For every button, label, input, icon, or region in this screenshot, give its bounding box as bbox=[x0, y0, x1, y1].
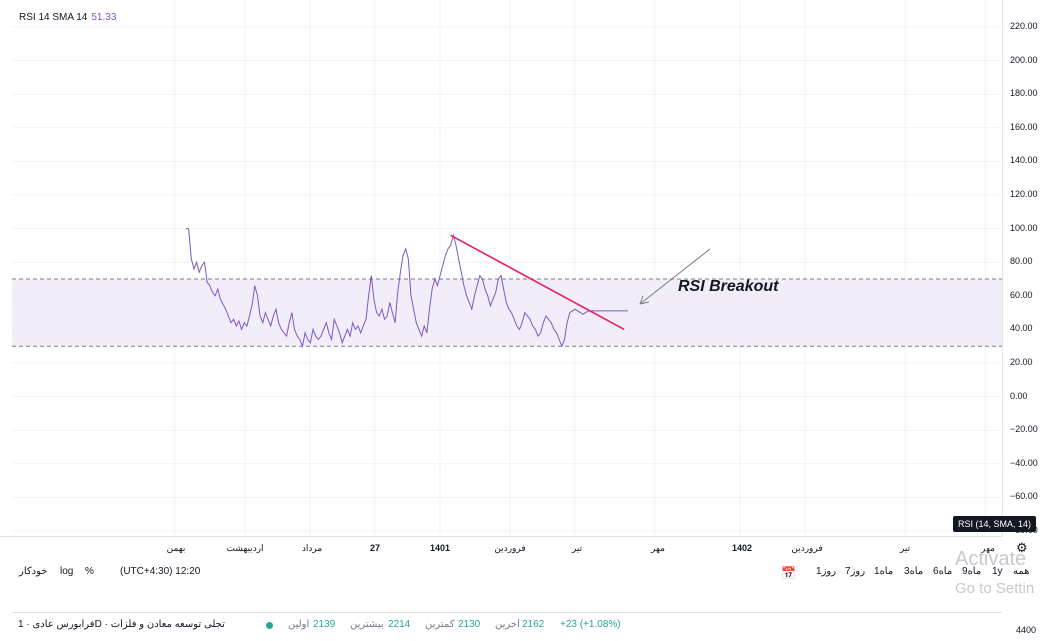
range-9m[interactable]: 9ماه bbox=[962, 566, 982, 577]
price-axis[interactable]: 220.00 200.00 180.00 160.00 140.00 120.00 100.… bbox=[1002, 0, 1051, 536]
low-label: کمترین bbox=[425, 619, 455, 630]
price-tick-label: 180.00 bbox=[1010, 88, 1038, 99]
time-axis[interactable]: بهمن اردیبهشت مرداد 27 1401 فروردین تیر مهر 1402… bbox=[0, 536, 1003, 559]
change-value: +23 (+1.08%) bbox=[560, 619, 621, 630]
annotation-label: RSI Breakout bbox=[678, 278, 779, 295]
legend-value: 51.33 bbox=[91, 12, 117, 23]
range-6m[interactable]: 6ماه bbox=[933, 566, 953, 577]
time-tick-label: فروردین bbox=[791, 543, 823, 553]
divider bbox=[12, 612, 1002, 613]
bottom-toolbar: خودکار log % (UTC+4:30) 12:20 همه 1y 9ما… bbox=[0, 558, 1051, 588]
high-label: بیشترین bbox=[350, 619, 384, 630]
price-tick-label: 120.00 bbox=[1010, 189, 1038, 199]
price-tick-label: 140.00 bbox=[1010, 155, 1038, 166]
time-tick-label: 1402 bbox=[731, 543, 753, 553]
price-tick-label: 100.00 bbox=[1010, 222, 1038, 233]
trendline bbox=[450, 234, 625, 331]
time-tick-label: 1401 bbox=[429, 543, 451, 553]
activation-watermark-sub: Go to Settin bbox=[955, 580, 1035, 597]
auto-scale-toggle[interactable]: خودکار bbox=[19, 566, 48, 577]
range-all[interactable]: همه bbox=[1013, 566, 1030, 577]
price-tick-label: −40.00 bbox=[1010, 457, 1038, 468]
legend-name: RSI 14 SMA 14 bbox=[19, 12, 88, 23]
arrow-line bbox=[639, 248, 711, 305]
indicator-badge: RSI (14, SMA, 14) bbox=[953, 516, 1037, 532]
time-tick-label: 27 bbox=[369, 543, 381, 553]
price-tick-label: −60.00 bbox=[1010, 491, 1038, 502]
price-tick-label: 40.00 bbox=[1010, 323, 1033, 334]
price-tick-label: 60.00 bbox=[1010, 289, 1033, 300]
rsi-plot bbox=[12, 0, 1003, 536]
time-tick-label: تیر bbox=[899, 543, 911, 553]
time-tick-label: مرداد bbox=[301, 543, 323, 553]
price-tick-label: 80.00 bbox=[1010, 256, 1033, 267]
price-scale-label: 4400 bbox=[1016, 625, 1037, 635]
low-value: 2130 bbox=[458, 619, 481, 630]
timezone-clock[interactable]: (UTC+4:30) 12:20 bbox=[120, 566, 201, 577]
open-label: اولین bbox=[288, 619, 310, 630]
time-tick-label: مهر bbox=[981, 543, 995, 553]
price-tick-label: 20.00 bbox=[1010, 357, 1033, 367]
symbol-info-bar: فرابورس عادی · 1D · تجلی توسعه معادن و ف… bbox=[0, 612, 1003, 641]
open-value: 2139 bbox=[313, 619, 336, 630]
high-value: 2214 bbox=[388, 619, 411, 630]
price-tick-label: 220.00 bbox=[1010, 21, 1038, 31]
time-tick-label: فروردین bbox=[494, 543, 526, 553]
rsi-series-line bbox=[186, 228, 628, 348]
rsi-chart[interactable] bbox=[0, 0, 1003, 536]
rsi-band bbox=[12, 279, 1003, 347]
range-1d[interactable]: 1روز bbox=[816, 566, 837, 577]
price-tick-label: 200.00 bbox=[1010, 54, 1038, 65]
market-status-dot bbox=[266, 622, 273, 629]
range-3m[interactable]: 3ماه bbox=[904, 566, 924, 577]
percent-scale-toggle[interactable]: % bbox=[85, 566, 94, 577]
activation-watermark: Activate bbox=[955, 548, 1027, 570]
range-1y[interactable]: 1y bbox=[992, 566, 1003, 577]
gear-icon[interactable]: ⚙ bbox=[1016, 540, 1028, 555]
price-tick-label: 0.00 bbox=[1010, 390, 1028, 401]
symbol-name[interactable]: فرابورس عادی · 1D · تجلی توسعه معادن و ف… bbox=[18, 619, 225, 630]
range-1m[interactable]: 1ماه bbox=[874, 566, 894, 577]
arrow-head bbox=[639, 295, 650, 305]
time-tick-label: اردیبهشت bbox=[226, 543, 264, 553]
time-tick-label: تیر bbox=[571, 543, 583, 553]
last-value: 2162 bbox=[522, 619, 545, 630]
log-scale-toggle[interactable]: log bbox=[60, 566, 74, 577]
calendar-icon[interactable]: 📅 bbox=[781, 566, 796, 580]
last-label: اخرین bbox=[495, 619, 520, 630]
price-tick-label: 160.00 bbox=[1010, 121, 1038, 132]
time-tick-label: مهر bbox=[651, 543, 665, 553]
range-7d[interactable]: 7روز bbox=[845, 566, 866, 577]
time-tick-label: بهمن bbox=[166, 543, 186, 553]
indicator-legend[interactable]: RSI 14 SMA 14 51.33 bbox=[19, 12, 116, 23]
price-tick-label: −20.00 bbox=[1010, 424, 1038, 435]
